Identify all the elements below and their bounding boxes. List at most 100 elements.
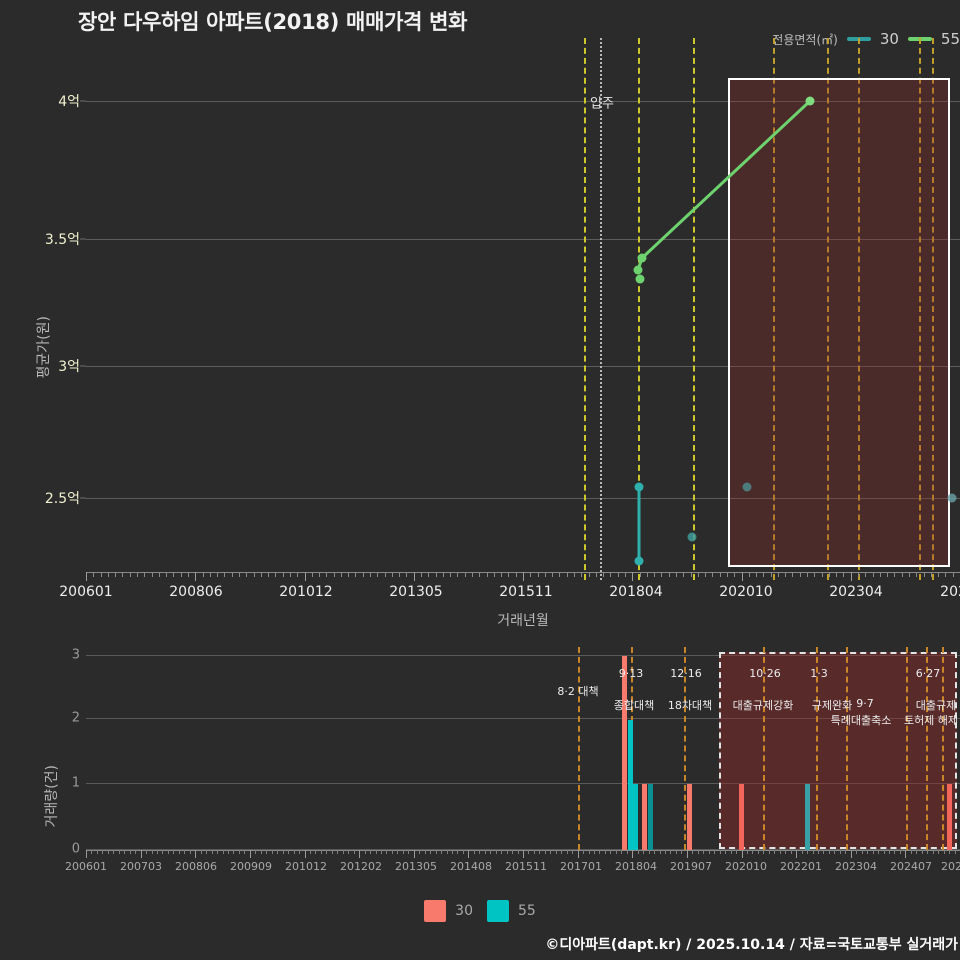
axis-tick [86, 850, 87, 858]
volume-chart: 3 2 1 0 거래량(건) 9·13 12·16 10 [44, 647, 960, 873]
axis-tick [266, 850, 268, 854]
axis-tick [512, 850, 514, 854]
axis-tick [151, 572, 153, 577]
axis-tick [486, 572, 488, 577]
price-chart-x-axis-title: 거래년월 [497, 613, 549, 629]
axis-tick [823, 850, 825, 854]
axis-tick [355, 572, 357, 577]
axis-tick [146, 850, 148, 854]
vxtick-label: 201907 [670, 860, 712, 873]
axis-tick [573, 572, 575, 577]
axis-tick [697, 572, 699, 577]
axis-tick [288, 850, 290, 854]
volume-chart-tickrow [86, 850, 960, 858]
axis-tick [211, 850, 213, 854]
vytick-label-3: 3 [71, 647, 80, 663]
axis-tick [96, 850, 98, 854]
axis-tick [654, 572, 656, 577]
axis-tick [107, 850, 109, 854]
axis-tick [632, 572, 634, 581]
ytick-label-25eok: 2.5억 [44, 491, 80, 507]
axis-tick [184, 850, 186, 854]
axis-tick [523, 572, 524, 581]
policy-vline-8-2 [584, 38, 586, 580]
data-point-55 [633, 265, 643, 275]
xtick-label: 2025 [940, 584, 960, 600]
xtick-label: 202304 [829, 584, 883, 600]
axis-tick [856, 850, 858, 854]
axis-tick [566, 850, 568, 854]
axis-tick [883, 850, 885, 854]
policy-vline-6-27 [932, 38, 934, 580]
vpolicy-vline-last [942, 647, 944, 850]
data-point-30 [687, 532, 697, 542]
axis-tick [894, 850, 896, 854]
vgridline-0 [86, 849, 960, 850]
axis-tick [222, 850, 224, 854]
axis-tick [850, 572, 852, 581]
axis-tick [617, 572, 619, 577]
axis-tick [872, 572, 874, 577]
vpolicy-vline-6-27 [926, 647, 928, 850]
axis-tick [115, 572, 117, 577]
axis-tick [362, 572, 364, 577]
vxtick-label: 200601 [65, 860, 107, 873]
move-in-vline [600, 38, 602, 580]
axis-tick [275, 572, 277, 577]
volume-bar-55 [628, 720, 633, 850]
axis-tick [224, 572, 226, 577]
axis-tick [408, 850, 410, 854]
xtick-label: 201305 [389, 584, 443, 600]
vytick-label-0: 0 [71, 841, 80, 857]
axis-tick [779, 850, 781, 854]
axis-tick [949, 850, 951, 854]
axis-tick [282, 572, 284, 577]
axis-tick [484, 850, 486, 854]
axis-tick [428, 572, 430, 577]
axis-tick [268, 572, 270, 577]
axis-tick [719, 850, 721, 854]
axis-tick [293, 850, 295, 854]
axis-tick [442, 572, 444, 577]
vxtick-label: 200806 [175, 860, 217, 873]
axis-tick [550, 850, 552, 854]
bottom-legend-label-55: 55 [518, 903, 536, 919]
axis-tick [858, 572, 860, 577]
axis-tick [834, 850, 836, 854]
axis-tick [217, 572, 219, 577]
axis-tick [304, 850, 306, 858]
axis-tick [282, 850, 284, 854]
axis-tick [299, 850, 301, 854]
vytick-label-2: 2 [71, 710, 80, 726]
axis-tick [632, 850, 634, 858]
axis-tick [807, 572, 809, 577]
axis-tick [246, 572, 248, 577]
axis-tick [665, 850, 667, 854]
volume-annot-text-9-13: 종합대책 [613, 699, 655, 712]
axis-tick [413, 572, 415, 581]
axis-tick [260, 572, 262, 577]
axis-tick [719, 572, 721, 577]
axis-tick [865, 572, 867, 577]
axis-tick [202, 572, 204, 577]
bottom-legend-label-30: 30 [455, 903, 473, 919]
axis-tick [604, 850, 606, 854]
axis-tick [588, 572, 590, 577]
axis-tick [748, 572, 750, 577]
axis-tick [603, 572, 605, 577]
axis-tick [828, 572, 830, 577]
axis-tick [472, 572, 474, 577]
axis-tick [539, 850, 541, 854]
volume-annot-text-8-2: 8·2 대책 [557, 683, 598, 699]
volume-chart-y-axis-title: 거래량(건) [44, 765, 61, 828]
axis-tick [878, 850, 880, 854]
axis-tick [659, 850, 661, 854]
axis-tick [419, 850, 421, 854]
axis-tick [746, 850, 748, 854]
bottom-legend-swatch-30 [424, 900, 447, 922]
axis-tick [561, 850, 563, 854]
axis-tick [785, 572, 787, 577]
axis-tick [468, 850, 470, 858]
axis-tick [136, 572, 138, 577]
xtick-label: 201804 [609, 584, 663, 600]
